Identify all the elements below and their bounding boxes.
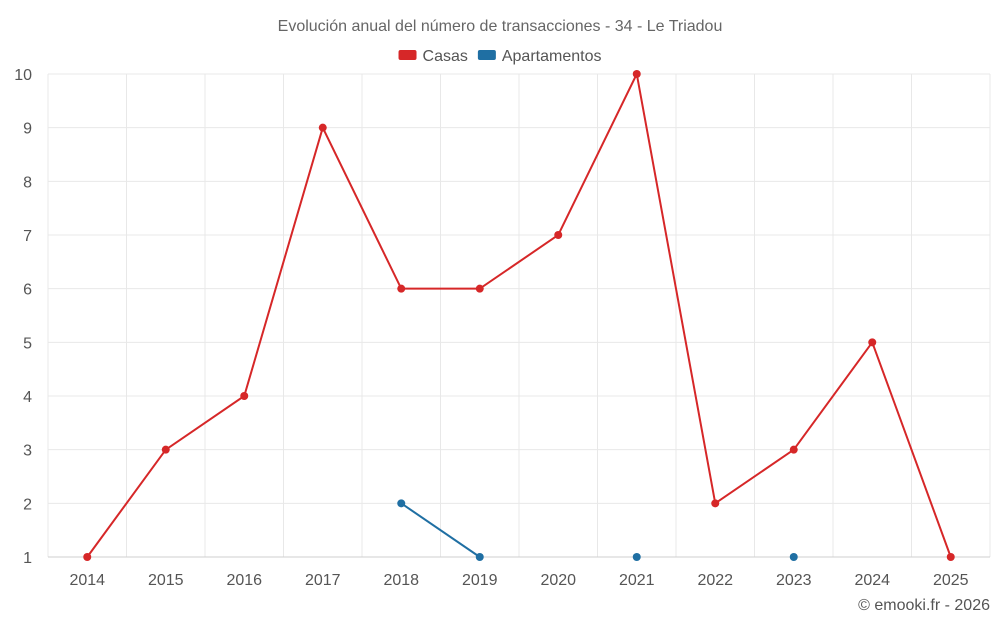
y-tick-label: 9: [23, 121, 32, 138]
data-point[interactable]: [946, 553, 955, 561]
x-tick-label: 2022: [697, 572, 733, 589]
legend: Casas Apartamentos: [398, 48, 602, 65]
data-point[interactable]: [161, 445, 170, 454]
data-point[interactable]: [789, 445, 798, 454]
data-point[interactable]: [475, 284, 484, 293]
series-line: [400, 502, 481, 558]
y-tick-label: 7: [23, 228, 32, 245]
x-axis-ticks: 2014 2015 2016 2017 2018 2019 2020 2021 2022 2023…: [69, 572, 968, 589]
data-point[interactable]: [475, 553, 484, 561]
data-point[interactable]: [83, 553, 92, 561]
x-tick-label: 2014: [69, 572, 105, 589]
data-point[interactable]: [554, 231, 563, 239]
data-point[interactable]: [632, 70, 641, 78]
data-point[interactable]: [789, 553, 798, 561]
y-tick-label: 3: [23, 443, 32, 460]
legend-swatch: [398, 50, 417, 60]
chart-title: Evolución anual del número de transaccio…: [278, 18, 723, 35]
series-casas: [83, 70, 955, 561]
x-tick-label: 2023: [776, 572, 812, 589]
y-tick-label: 4: [23, 389, 32, 406]
footer-credit: © emooki.fr - 2026: [858, 597, 990, 614]
y-tick-label: 10: [14, 67, 32, 84]
data-point[interactable]: [397, 499, 406, 508]
x-tick-label: 2024: [854, 572, 890, 589]
legend-label[interactable]: Casas: [423, 48, 468, 65]
data-point[interactable]: [318, 123, 327, 132]
series-apartamentos: [397, 499, 798, 561]
x-tick-label: 2020: [540, 572, 576, 589]
x-tick-label: 2025: [933, 572, 969, 589]
y-tick-label: 2: [23, 496, 32, 513]
x-tick-label: 2018: [383, 572, 419, 589]
y-tick-label: 5: [23, 335, 32, 352]
legend-label[interactable]: Apartamentos: [502, 48, 602, 65]
series-group: [83, 70, 955, 561]
legend-swatch: [477, 50, 496, 60]
data-point[interactable]: [711, 499, 720, 508]
y-axis-ticks: 1 2 3 4 5 6 7 8 9 10: [14, 67, 32, 567]
data-point[interactable]: [632, 553, 641, 561]
y-tick-label: 8: [23, 174, 32, 191]
y-tick-label: 1: [23, 550, 32, 567]
data-point[interactable]: [868, 338, 877, 347]
x-tick-label: 2016: [226, 572, 262, 589]
data-point[interactable]: [240, 392, 249, 400]
x-tick-label: 2019: [462, 572, 498, 589]
data-point[interactable]: [397, 284, 406, 293]
series-line: [86, 70, 952, 558]
x-tick-label: 2021: [619, 572, 655, 589]
grid: [47, 73, 991, 558]
x-tick-label: 2017: [305, 572, 341, 589]
x-tick-label: 2015: [148, 572, 184, 589]
y-tick-label: 6: [23, 282, 32, 299]
